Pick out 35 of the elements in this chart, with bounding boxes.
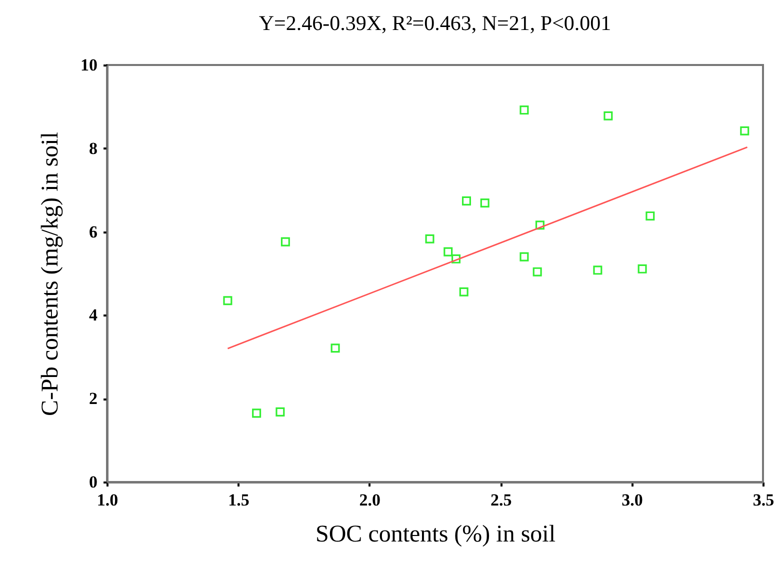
chart-title: Y=2.46-0.39X, R²=0.463, N=21, P<0.001 xyxy=(258,11,612,35)
x-tick-label: 3.5 xyxy=(752,490,774,510)
x-axis-title: SOC contents (%) in soil xyxy=(316,522,556,548)
point xyxy=(425,234,434,244)
point xyxy=(444,247,453,256)
x-tick-label: 1.0 xyxy=(96,490,118,510)
point xyxy=(280,237,290,246)
y-tick-label: 10 xyxy=(80,56,98,74)
point xyxy=(480,198,490,208)
x-tick-label: 2.5 xyxy=(490,490,512,510)
point xyxy=(451,254,460,264)
point xyxy=(740,126,750,136)
point xyxy=(520,106,529,115)
y-axis-title: C-Pb contents (mg/kg) in soil xyxy=(38,132,64,416)
point xyxy=(223,296,232,306)
x-tick-label: 2.0 xyxy=(359,490,381,510)
point xyxy=(593,266,602,275)
point xyxy=(520,252,529,262)
point xyxy=(604,111,613,120)
point xyxy=(532,267,542,276)
point xyxy=(535,220,544,230)
y-tick-label: 6 xyxy=(89,222,98,242)
x-tick-label: 1.5 xyxy=(228,490,250,510)
y-tick-label: 4 xyxy=(89,306,98,325)
point xyxy=(276,407,285,416)
point xyxy=(646,211,655,220)
x-tick-label: 3.0 xyxy=(622,490,643,510)
point xyxy=(330,344,340,353)
point xyxy=(638,264,647,274)
point xyxy=(252,408,262,418)
y-tick-label: 2 xyxy=(89,389,98,408)
point xyxy=(459,287,468,296)
y-tick-label: 8 xyxy=(89,138,98,158)
point xyxy=(462,196,471,206)
y-tick-label: 0 xyxy=(89,472,98,492)
